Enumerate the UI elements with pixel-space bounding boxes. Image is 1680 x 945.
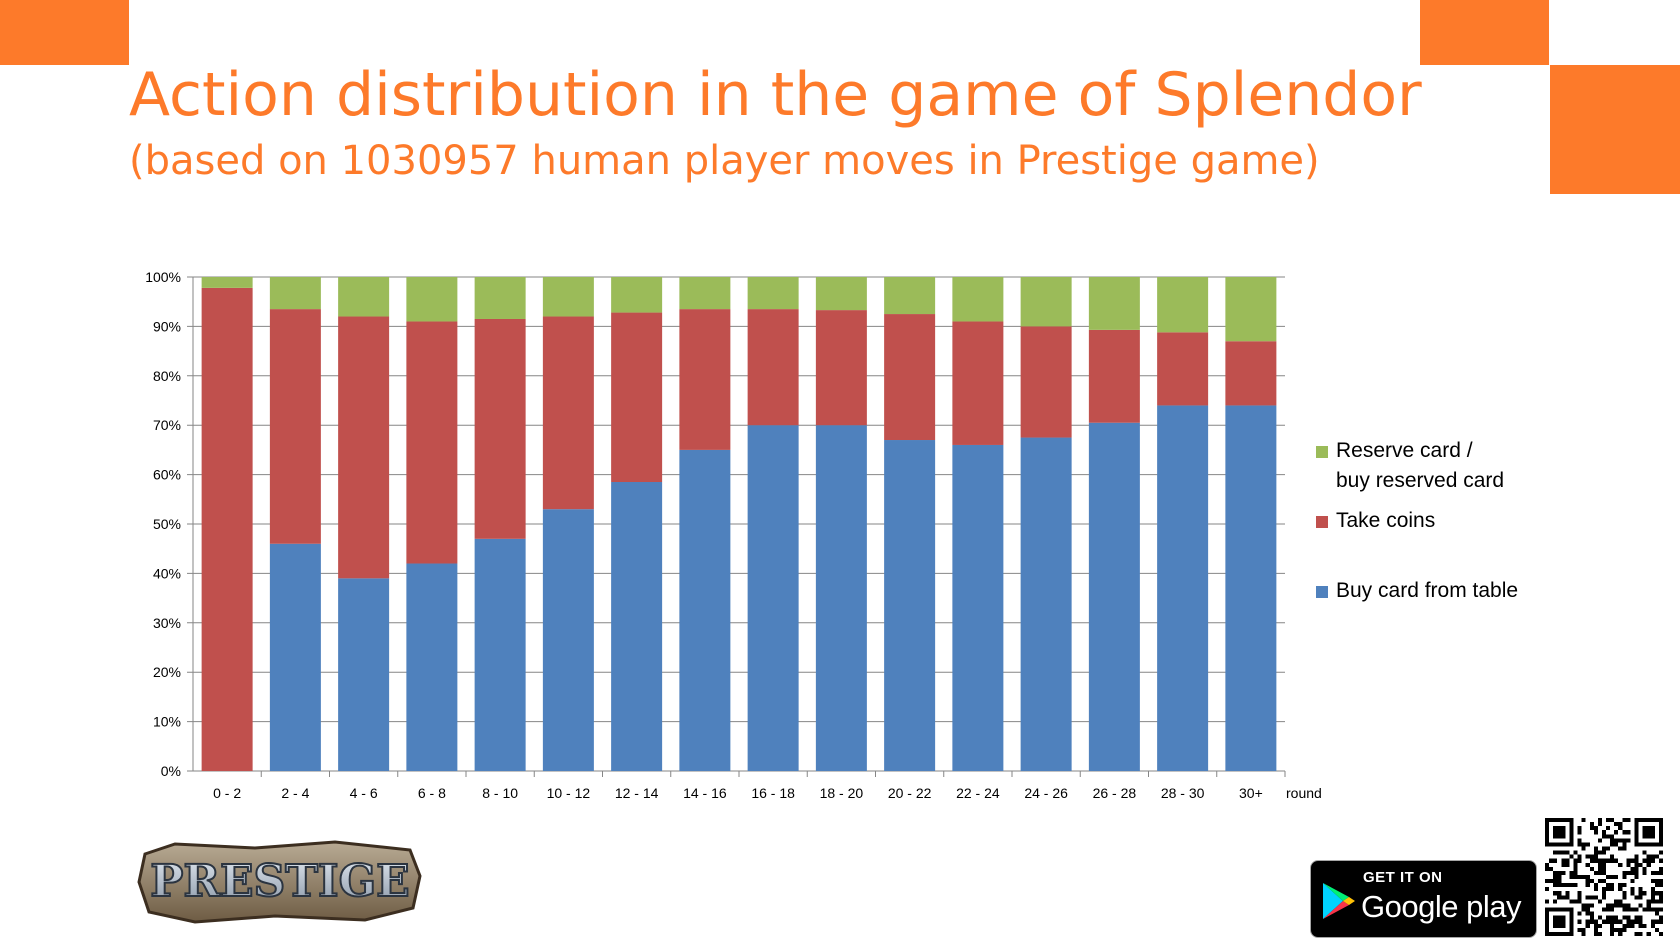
x-tick-label: 20 - 22 <box>888 785 932 801</box>
bar-segment <box>884 314 936 441</box>
y-tick-label: 80% <box>153 368 181 384</box>
y-tick-label: 20% <box>153 664 181 680</box>
x-tick-label: 16 - 18 <box>751 785 795 801</box>
bar-segment <box>1225 405 1277 771</box>
bar-segment <box>884 440 936 771</box>
prestige-logo-icon: PRESTIGE <box>137 840 422 924</box>
bar-segment <box>679 277 731 310</box>
legend-swatch-reserve <box>1316 446 1328 458</box>
bar-segment <box>747 309 799 426</box>
bar-segment <box>269 277 321 310</box>
x-tick-label: 28 - 30 <box>1161 785 1205 801</box>
bar-segment <box>474 277 526 319</box>
bar-segment <box>1088 422 1140 771</box>
badge-main-text: Google play <box>1361 889 1521 924</box>
x-tick-label: 14 - 16 <box>683 785 727 801</box>
bar-segment <box>1020 437 1072 771</box>
legend-label-reserve-line2: buy reserved card <box>1336 469 1505 492</box>
x-tick-label: 24 - 26 <box>1024 785 1068 801</box>
bar-segment <box>1225 277 1277 342</box>
x-tick-label: 6 - 8 <box>418 785 446 801</box>
x-tick-label: 8 - 10 <box>482 785 518 801</box>
legend-label-take-coins: Take coins <box>1336 509 1436 532</box>
x-tick-label: 0 - 2 <box>213 785 241 801</box>
bar-segment <box>338 277 390 317</box>
bar-segment <box>611 482 663 771</box>
y-tick-label: 60% <box>153 467 181 483</box>
bar-segment <box>1157 277 1209 333</box>
bar-segment <box>747 277 799 310</box>
bar-segment <box>1157 332 1209 406</box>
bar-segment <box>474 318 526 539</box>
x-tick-label: 18 - 20 <box>820 785 864 801</box>
y-tick-label: 40% <box>153 565 181 581</box>
google-play-icon <box>1323 883 1355 919</box>
bar-segment <box>679 449 731 771</box>
bar-segment <box>1020 277 1072 327</box>
google-play-badge[interactable]: GET IT ON Google play <box>1310 860 1537 938</box>
bar-segment <box>269 309 321 544</box>
bar-segment <box>474 538 526 771</box>
legend-swatch-take-coins <box>1316 516 1328 528</box>
legend-label-reserve-line1: Reserve card / <box>1336 439 1473 462</box>
bar-segment <box>1225 341 1277 406</box>
bar-segment <box>884 277 936 315</box>
y-tick-label: 70% <box>153 417 181 433</box>
prestige-logo-text: PRESTIGE <box>150 856 409 907</box>
bar-segment <box>542 277 594 317</box>
bar-segment <box>815 277 867 311</box>
slide-title: Action distribution in the game of Splen… <box>129 60 1422 130</box>
bar-segment <box>611 277 663 313</box>
x-tick-label: 26 - 28 <box>1093 785 1137 801</box>
corner-decoration-top-left <box>0 0 129 65</box>
bar-segment <box>952 277 1004 322</box>
bar-segment <box>406 563 458 771</box>
y-tick-label: 0% <box>161 763 181 779</box>
bar-segment <box>201 287 253 771</box>
bar-segment <box>952 444 1004 771</box>
y-tick-label: 30% <box>153 615 181 631</box>
y-tick-label: 100% <box>145 269 181 285</box>
bar-segment <box>815 310 867 426</box>
bar-segment <box>1088 277 1140 330</box>
bar-segment <box>611 312 663 483</box>
bar-segment <box>747 425 799 771</box>
x-tick-label: 30+ <box>1239 785 1263 801</box>
x-tick-label: 12 - 14 <box>615 785 659 801</box>
bar-segment <box>952 321 1004 445</box>
bar-segment <box>1157 405 1209 771</box>
bar-segment <box>406 321 458 564</box>
bar-segment <box>815 425 867 771</box>
y-tick-label: 10% <box>153 714 181 730</box>
bar-segment <box>269 543 321 771</box>
y-tick-label: 90% <box>153 318 181 334</box>
badge-top-text: GET IT ON <box>1363 869 1443 886</box>
x-axis-label: round <box>1286 785 1322 801</box>
x-tick-label: 4 - 6 <box>350 785 378 801</box>
bar-segment <box>406 277 458 322</box>
bar-segment <box>542 509 594 771</box>
slide-subtitle: (based on 1030957 human player moves in … <box>129 138 1320 184</box>
legend-swatch-buy-card <box>1316 586 1328 598</box>
x-tick-label: 22 - 24 <box>956 785 1000 801</box>
x-tick-label: 10 - 12 <box>547 785 591 801</box>
bar-segment <box>1020 326 1072 438</box>
bar-segment <box>542 316 594 510</box>
qr-code-icon <box>1545 818 1663 936</box>
bar-segment <box>338 578 390 771</box>
bar-segment <box>201 277 253 288</box>
y-tick-label: 50% <box>153 516 181 532</box>
legend-label-buy-card: Buy card from table <box>1336 579 1519 602</box>
x-tick-label: 2 - 4 <box>281 785 309 801</box>
bar-segment <box>1088 329 1140 423</box>
corner-decoration-top-right <box>1420 0 1549 65</box>
bar-segment <box>338 316 390 579</box>
corner-decoration-right <box>1550 65 1680 194</box>
bar-segment <box>679 309 731 450</box>
